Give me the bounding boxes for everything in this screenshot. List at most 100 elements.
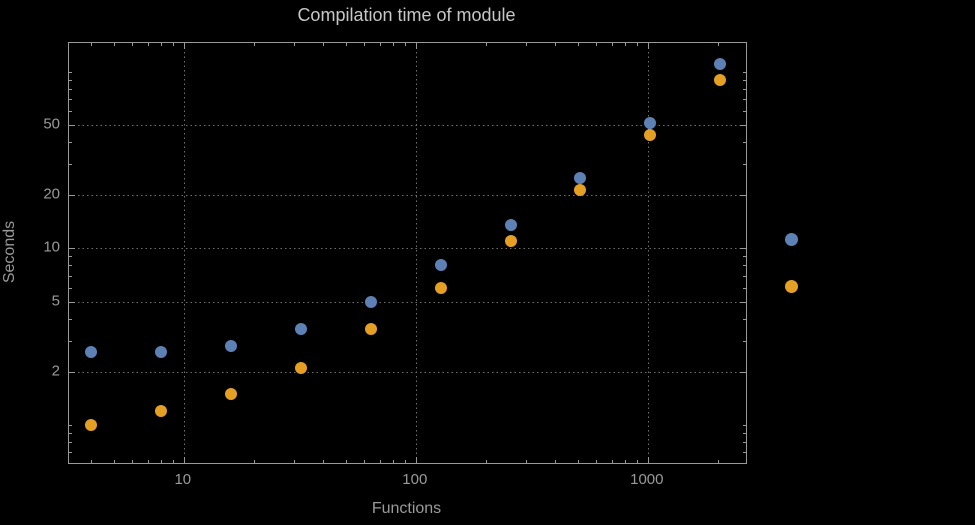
- y-tick-label: 50: [43, 115, 60, 133]
- tick-mark: [69, 433, 72, 435]
- tick-mark: [69, 141, 72, 143]
- data-point: [295, 362, 307, 375]
- tick-mark: [555, 43, 557, 46]
- tick-mark: [555, 460, 557, 463]
- legend: [785, 233, 798, 293]
- tick-mark: [743, 433, 746, 435]
- tick-mark: [323, 43, 325, 46]
- tick-mark: [69, 195, 75, 197]
- x-tick-label: 1000: [630, 471, 664, 488]
- tick-mark: [132, 460, 134, 463]
- data-point: [714, 58, 727, 71]
- tick-mark: [364, 43, 366, 46]
- data-point: [364, 322, 377, 335]
- tick-mark: [740, 371, 746, 373]
- tick-mark: [69, 256, 72, 258]
- tick-mark: [161, 460, 163, 463]
- tick-mark: [405, 460, 407, 463]
- tick-mark: [647, 457, 649, 463]
- data-point: [155, 405, 168, 418]
- tick-mark: [647, 43, 649, 49]
- tick-mark: [577, 460, 579, 463]
- data-point: [155, 345, 168, 358]
- tick-mark: [743, 98, 746, 100]
- tick-mark: [743, 265, 746, 267]
- data-point: [574, 183, 587, 196]
- gridline-y: [69, 195, 746, 197]
- y-tick-label: 5: [51, 292, 60, 309]
- tick-mark: [173, 43, 175, 46]
- tick-mark: [393, 460, 395, 463]
- tick-mark: [577, 43, 579, 46]
- data-point: [504, 219, 517, 232]
- tick-mark: [717, 43, 719, 46]
- data-point: [644, 117, 657, 130]
- tick-mark: [637, 460, 639, 463]
- data-point: [85, 419, 98, 432]
- tick-mark: [294, 460, 296, 463]
- tick-mark: [69, 452, 72, 454]
- tick-mark: [743, 340, 746, 342]
- tick-mark: [69, 98, 72, 100]
- tick-mark: [69, 124, 75, 126]
- tick-mark: [717, 460, 719, 463]
- tick-mark: [611, 460, 613, 463]
- tick-mark: [69, 425, 72, 427]
- gridline-y: [69, 301, 746, 303]
- gridline-y: [69, 248, 746, 250]
- tick-mark: [69, 265, 72, 267]
- data-point: [295, 322, 307, 335]
- tick-mark: [637, 43, 639, 46]
- tick-mark: [743, 287, 746, 289]
- data-point: [644, 128, 657, 141]
- tick-mark: [611, 43, 613, 46]
- gridline-y: [69, 124, 746, 126]
- tick-mark: [323, 460, 325, 463]
- tick-mark: [161, 43, 163, 46]
- tick-mark: [743, 141, 746, 143]
- tick-mark: [379, 460, 381, 463]
- data-point: [574, 171, 587, 184]
- tick-mark: [740, 248, 746, 250]
- tick-mark: [69, 79, 72, 81]
- tick-mark: [743, 452, 746, 454]
- tick-mark: [596, 460, 598, 463]
- tick-mark: [113, 460, 115, 463]
- data-point: [714, 73, 727, 86]
- tick-mark: [743, 442, 746, 444]
- legend-marker-orange: [785, 280, 798, 293]
- tick-mark: [69, 371, 75, 373]
- tick-mark: [743, 79, 746, 81]
- chart-title: Compilation time of module: [297, 5, 516, 25]
- tick-mark: [69, 163, 72, 165]
- tick-mark: [485, 43, 487, 46]
- tick-mark: [91, 43, 93, 46]
- tick-mark: [743, 71, 746, 73]
- tick-mark: [743, 425, 746, 427]
- tick-mark: [91, 460, 93, 463]
- tick-mark: [69, 248, 75, 250]
- tick-mark: [345, 460, 347, 463]
- gridline-y: [69, 371, 746, 373]
- tick-mark: [405, 43, 407, 46]
- tick-mark: [69, 318, 72, 320]
- tick-mark: [69, 442, 72, 444]
- x-axis-label: Functions: [371, 500, 442, 517]
- x-tick-label: 100: [402, 471, 428, 488]
- tick-mark: [69, 71, 72, 73]
- data-point: [504, 234, 517, 247]
- data-point: [434, 259, 447, 272]
- gridline-x: [183, 43, 185, 463]
- tick-mark: [173, 460, 175, 463]
- tick-mark: [183, 457, 185, 463]
- data-point: [225, 340, 238, 352]
- gridline-x: [647, 43, 649, 463]
- plot-area: [68, 42, 747, 464]
- gridline-x: [415, 43, 417, 463]
- tick-mark: [294, 43, 296, 46]
- tick-mark: [743, 318, 746, 320]
- y-axis-label: Seconds: [1, 220, 18, 284]
- tick-mark: [113, 43, 115, 46]
- tick-mark: [69, 88, 72, 90]
